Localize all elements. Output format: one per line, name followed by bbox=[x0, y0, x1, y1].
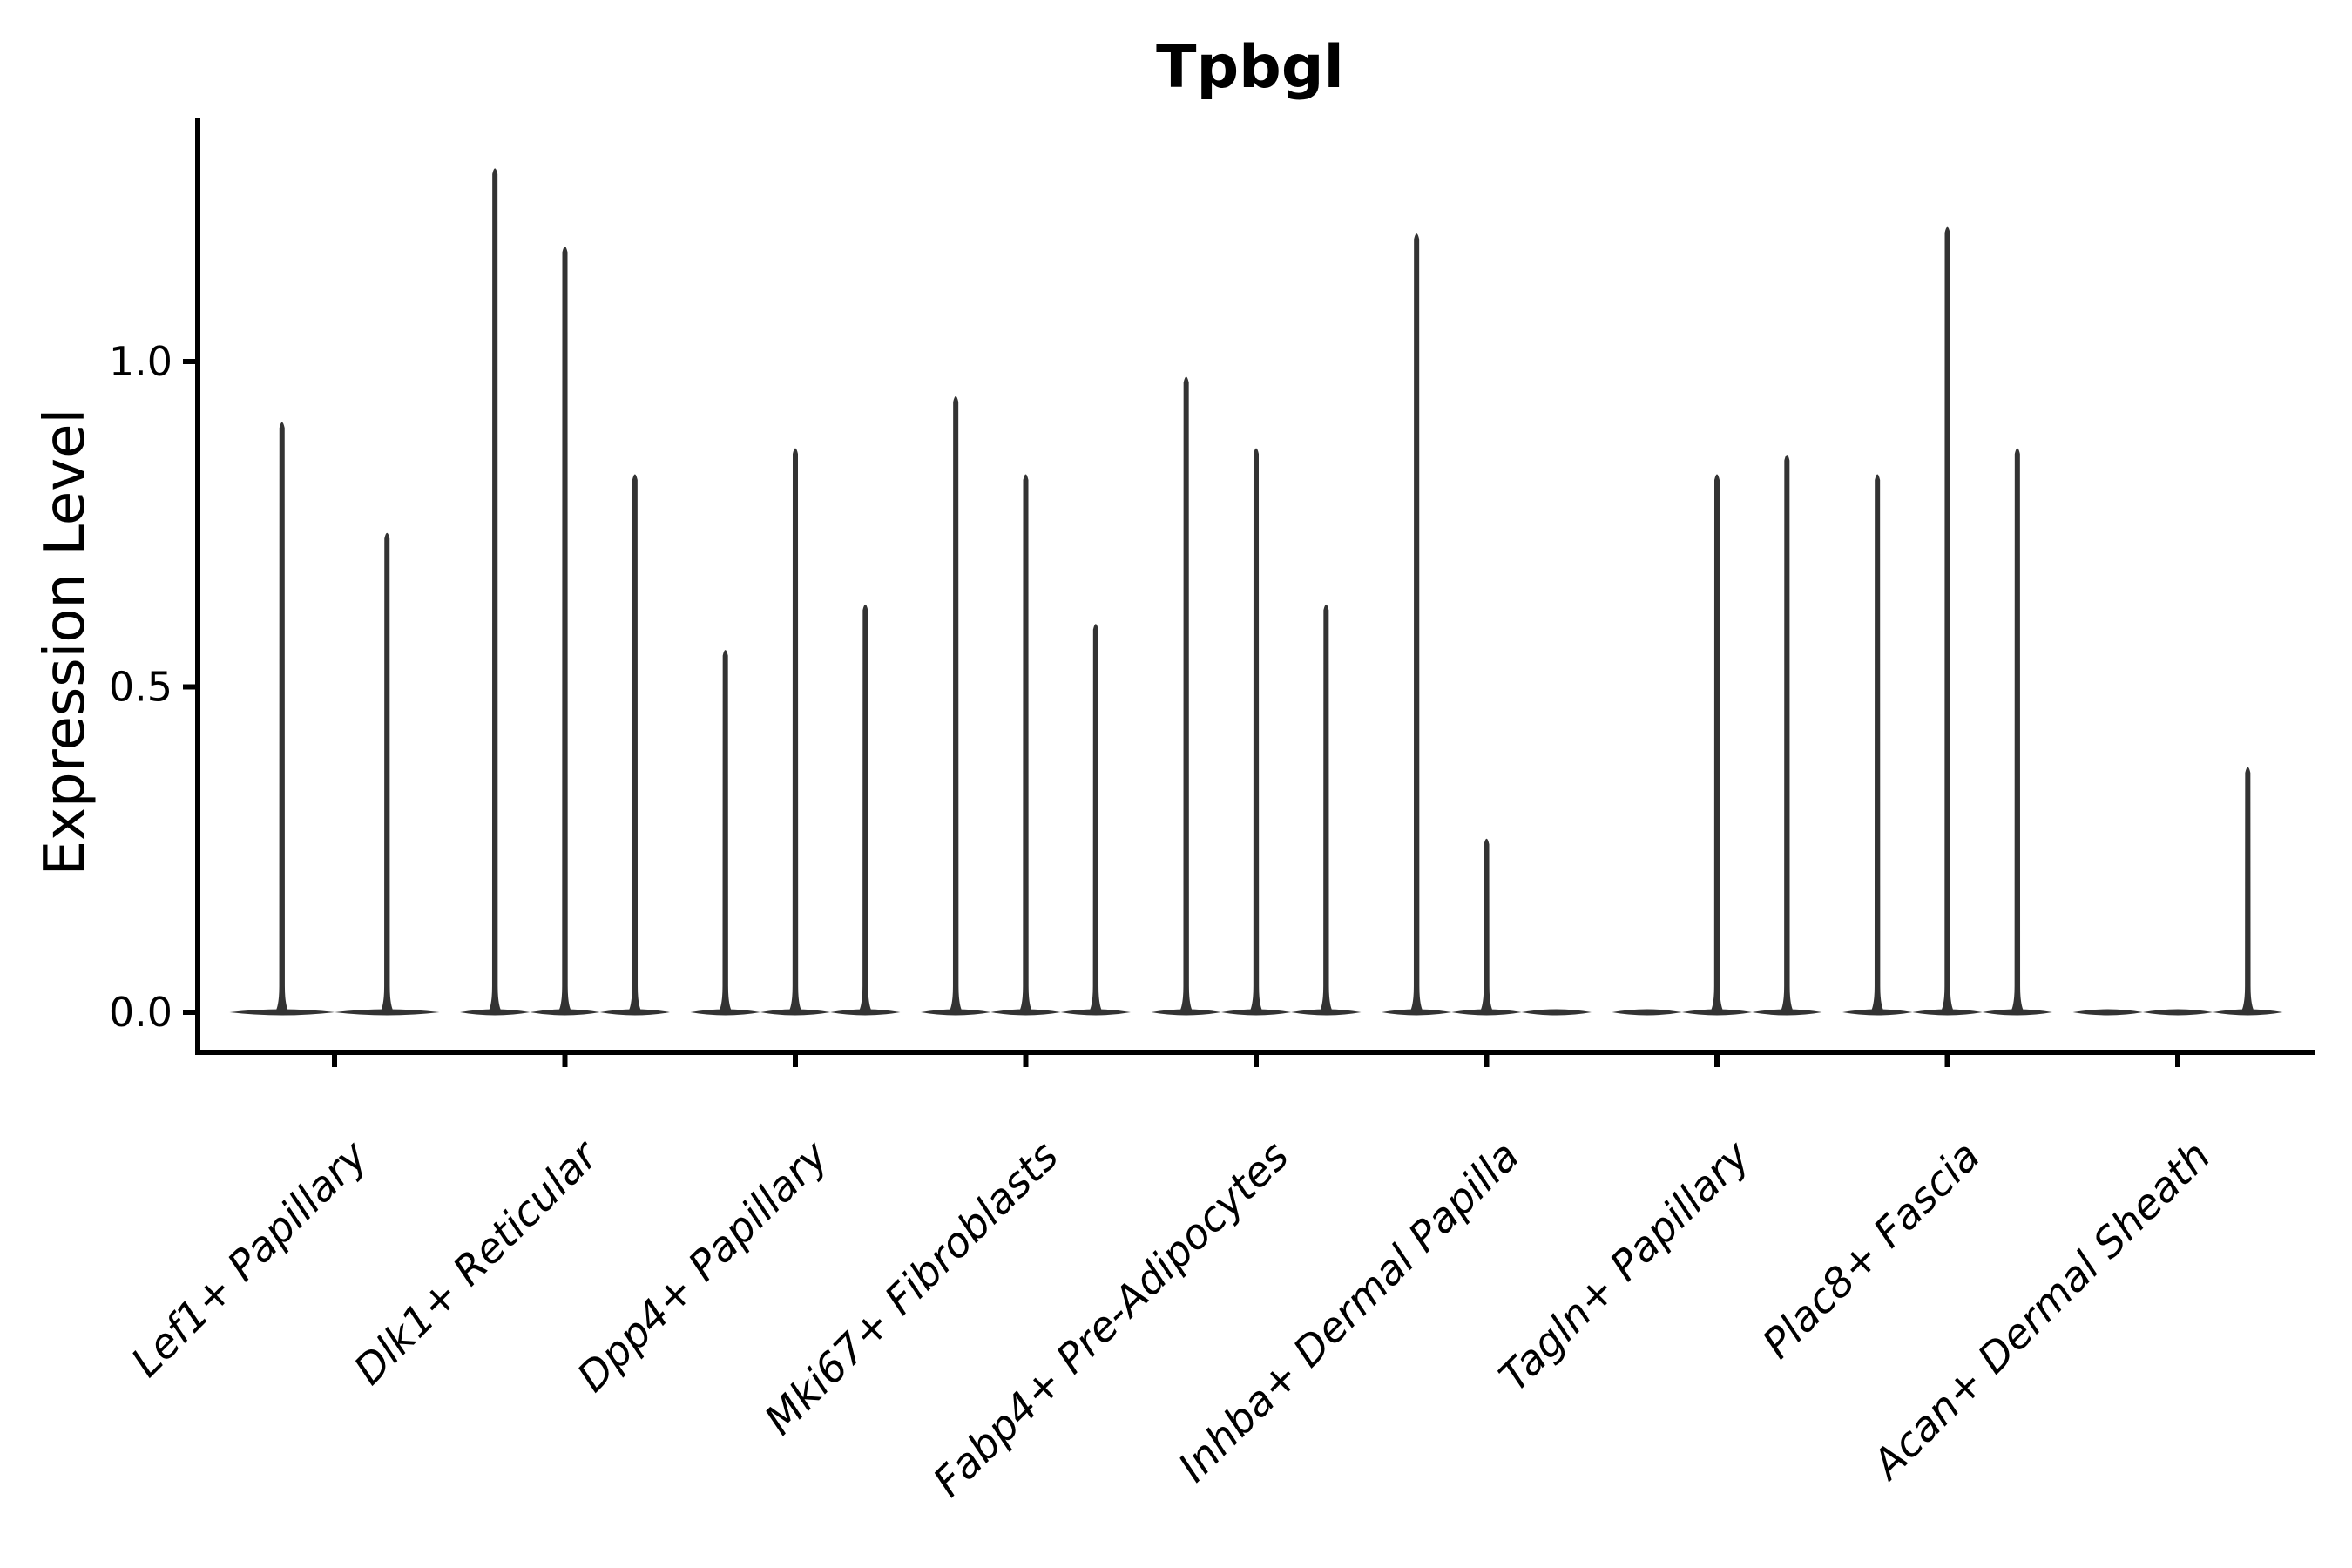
x-tick-label: Plac8+ Fascia bbox=[1754, 1132, 1990, 1369]
y-ticks-layer: 0.0 0.5 1.0 bbox=[109, 338, 198, 1036]
violin-spike bbox=[1940, 226, 1955, 1012]
violin-spike bbox=[1479, 838, 1494, 1012]
violin-group-9 bbox=[2072, 767, 2283, 1016]
x-tick-label: Dlk1+ Reticular bbox=[345, 1131, 609, 1395]
violin-spike bbox=[788, 448, 802, 1012]
x-tick-label: Lef1+ Papillary bbox=[122, 1132, 377, 1387]
violin-spike bbox=[1870, 474, 1885, 1012]
violin-spike bbox=[1319, 604, 1334, 1012]
violin-base bbox=[2142, 1009, 2213, 1016]
violin-spike bbox=[1018, 474, 1033, 1012]
violin-group-8 bbox=[1842, 226, 2052, 1016]
x-tick-label: Tagln+ Papillary bbox=[1490, 1132, 1761, 1402]
y-tick-label: 1.0 bbox=[109, 338, 172, 385]
violin-spike bbox=[1088, 624, 1103, 1012]
violin-spike bbox=[1780, 455, 1794, 1012]
violin-spike bbox=[380, 532, 395, 1012]
violin-spike bbox=[627, 474, 642, 1012]
y-axis-title: Expression Level bbox=[33, 409, 98, 876]
violin-group-2 bbox=[460, 168, 670, 1016]
violin-group-4 bbox=[921, 395, 1131, 1016]
violin-spike bbox=[2010, 448, 2024, 1012]
violin-spike bbox=[274, 422, 289, 1013]
violin-group-6 bbox=[1382, 233, 1592, 1016]
x-tick-label: Dpp4+ Papillary bbox=[568, 1132, 838, 1402]
violin-spike bbox=[1179, 376, 1193, 1012]
violin-spike bbox=[1249, 448, 1263, 1012]
violin-group-5 bbox=[1151, 376, 1362, 1016]
y-tick-label: 0.0 bbox=[109, 989, 172, 1036]
violin-spike bbox=[558, 247, 572, 1012]
violin-spike bbox=[718, 650, 733, 1012]
violin-spike bbox=[2240, 767, 2255, 1012]
violin-spike bbox=[488, 168, 503, 1012]
violin-base bbox=[1521, 1009, 1592, 1016]
violin-group-1 bbox=[229, 422, 440, 1016]
violin-spike bbox=[949, 395, 963, 1013]
violin-base bbox=[1612, 1009, 1682, 1016]
violin-spike bbox=[858, 604, 873, 1012]
violin-spike bbox=[1409, 233, 1424, 1013]
violin-group-3 bbox=[690, 448, 901, 1016]
y-tick-label: 0.5 bbox=[109, 664, 172, 711]
violins-layer bbox=[229, 168, 2283, 1016]
violin-spike bbox=[1710, 474, 1724, 1012]
violin-base bbox=[2072, 1009, 2143, 1016]
chart-title: Tpbgl bbox=[1156, 33, 1344, 102]
violin-group-7 bbox=[1612, 455, 1822, 1016]
